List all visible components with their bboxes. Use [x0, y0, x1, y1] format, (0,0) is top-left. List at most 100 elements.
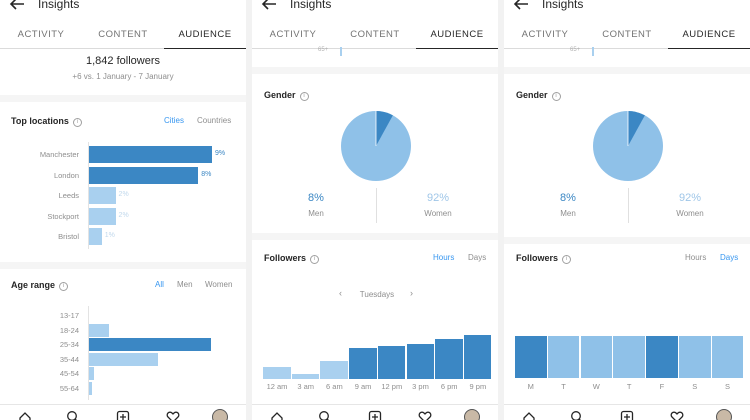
- toggle-all[interactable]: All: [155, 280, 164, 289]
- heart-icon[interactable]: [418, 410, 432, 420]
- section-divider: [252, 233, 498, 240]
- toggle-countries[interactable]: Countries: [197, 116, 232, 125]
- back-arrow-icon[interactable]: [260, 0, 278, 12]
- day-label: S: [725, 382, 731, 391]
- gender-title: Gender i: [516, 90, 561, 101]
- insights-tabs: ACTIVITY CONTENT AUDIENCE: [504, 21, 750, 49]
- search-icon[interactable]: [318, 410, 332, 420]
- gender-divider: [376, 188, 377, 223]
- location-label: Leeds: [58, 191, 79, 200]
- toggle-women[interactable]: Women: [205, 280, 233, 289]
- age-bar: [88, 352, 159, 366]
- day-label: M: [527, 382, 534, 391]
- info-icon[interactable]: i: [59, 282, 69, 291]
- location-bar: [88, 146, 212, 163]
- section-divider: [0, 95, 246, 102]
- info-icon[interactable]: i: [562, 255, 572, 264]
- age-bar-65-plus: [592, 47, 594, 56]
- axis-line: [88, 306, 89, 400]
- page-title: Insights: [38, 0, 80, 11]
- tab-audience[interactable]: AUDIENCE: [164, 21, 246, 49]
- toggle-hours[interactable]: Hours: [685, 253, 707, 262]
- tab-content[interactable]: CONTENT: [350, 29, 400, 40]
- tab-activity[interactable]: ACTIVITY: [269, 29, 317, 40]
- axis-line: [88, 142, 89, 249]
- tab-audience[interactable]: AUDIENCE: [416, 21, 498, 49]
- insights-panel-gender-days: Insights ACTIVITY CONTENT AUDIENCE 65+ G…: [504, 0, 750, 420]
- new-post-icon[interactable]: [116, 410, 130, 420]
- new-post-icon[interactable]: [368, 410, 382, 420]
- day-label: T: [626, 382, 632, 391]
- followers-hour-bar: [377, 346, 406, 379]
- search-icon[interactable]: [66, 410, 80, 420]
- toggle-hours[interactable]: Hours: [433, 253, 455, 262]
- next-day-chevron-icon[interactable]: ›: [410, 288, 413, 298]
- tab-content[interactable]: CONTENT: [602, 29, 652, 40]
- location-bar: [88, 228, 102, 245]
- home-icon[interactable]: [522, 410, 536, 420]
- hour-label: 12 pm: [381, 382, 403, 391]
- profile-avatar[interactable]: [212, 409, 228, 420]
- info-icon[interactable]: i: [72, 118, 82, 127]
- day-label: S: [692, 382, 698, 391]
- tab-audience[interactable]: AUDIENCE: [668, 21, 750, 49]
- insights-tabs: ACTIVITY CONTENT AUDIENCE: [0, 21, 246, 49]
- age-label: 18-24: [59, 325, 79, 335]
- age-bar: [88, 338, 211, 352]
- bottom-navigation: [0, 404, 246, 420]
- pie-slice-men: [628, 111, 645, 146]
- new-post-icon[interactable]: [620, 410, 634, 420]
- search-icon[interactable]: [570, 410, 584, 420]
- info-icon[interactable]: i: [310, 255, 320, 264]
- section-divider: [504, 67, 750, 74]
- heart-icon[interactable]: [670, 410, 684, 420]
- age-range-title: Age range i: [11, 280, 69, 291]
- insights-panel-gender-hours: Insights ACTIVITY CONTENT AUDIENCE 65+ G…: [252, 0, 498, 420]
- tab-activity[interactable]: ACTIVITY: [17, 29, 65, 40]
- age-bar: [88, 367, 95, 381]
- insights-panel-audience-locations: Insights ACTIVITY CONTENT AUDIENCE 1,842…: [0, 0, 246, 420]
- tab-content[interactable]: CONTENT: [98, 29, 148, 40]
- location-value: 2%: [118, 211, 129, 219]
- women-percent: 92%: [678, 192, 702, 204]
- women-percent: 92%: [426, 192, 450, 204]
- home-icon[interactable]: [270, 410, 284, 420]
- location-label: Manchester: [39, 150, 79, 159]
- prev-day-chevron-icon[interactable]: ‹: [339, 288, 342, 298]
- toggle-days[interactable]: Days: [468, 253, 487, 262]
- tab-activity[interactable]: ACTIVITY: [521, 29, 569, 40]
- women-label: Women: [424, 209, 452, 218]
- toggle-cities[interactable]: Cities: [164, 116, 185, 125]
- followers-day-bar: [679, 336, 711, 378]
- location-value: 9%: [215, 150, 226, 157]
- men-percent: 8%: [308, 192, 324, 204]
- home-icon[interactable]: [18, 410, 32, 420]
- followers-hour-bar: [349, 348, 377, 379]
- top-bar: Insights: [504, 0, 750, 16]
- age-bar: [88, 382, 92, 395]
- gender-divider: [628, 188, 629, 223]
- profile-avatar[interactable]: [716, 409, 732, 420]
- age-bar-65-plus: [340, 47, 342, 56]
- info-icon[interactable]: i: [299, 92, 309, 101]
- toggle-men[interactable]: Men: [177, 280, 193, 289]
- age-bar: [88, 323, 109, 337]
- section-divider: [0, 262, 246, 269]
- info-icon[interactable]: i: [551, 92, 561, 101]
- toggle-days[interactable]: Days: [720, 253, 739, 262]
- age-label: 13-17: [59, 311, 79, 320]
- age-label: 25-34: [59, 340, 79, 350]
- location-label: Stockport: [47, 211, 79, 221]
- followers-day-bar: [515, 336, 547, 378]
- pie-slice-men: [376, 111, 393, 146]
- back-arrow-icon[interactable]: [8, 0, 26, 12]
- followers-day-bar: [711, 336, 744, 378]
- heart-icon[interactable]: [166, 410, 180, 420]
- profile-avatar[interactable]: [464, 409, 480, 420]
- section-divider: [252, 67, 498, 74]
- followers-hour-bar: [463, 335, 492, 379]
- back-arrow-icon[interactable]: [512, 0, 530, 12]
- followers-day-bar: [580, 336, 613, 378]
- followers-hour-bar: [320, 361, 348, 379]
- followers-label: Followers: [264, 253, 307, 263]
